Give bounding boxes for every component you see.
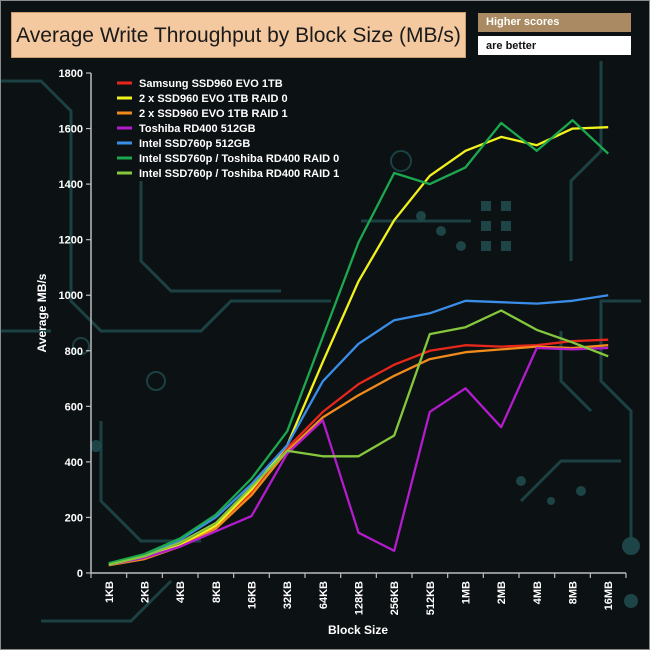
x-tick-label: 4KB	[175, 581, 187, 603]
x-tick-label: 512KB	[425, 581, 437, 615]
series-line-7	[108, 309, 609, 566]
series-lines	[108, 119, 609, 567]
legend-label: 2 x SSD960 EVO 1TB RAID 1	[139, 108, 288, 120]
x-axis-label: Block Size	[328, 623, 388, 637]
y-tick-label: 1000	[59, 290, 83, 302]
chart-title: Average Write Throughput by Block Size (…	[16, 24, 461, 47]
y-tick-label: 1600	[59, 124, 83, 136]
x-tick-label: 256KB	[389, 581, 401, 615]
y-tick-label: 600	[65, 401, 83, 413]
y-tick-label: 0	[77, 568, 83, 580]
series-line-6	[108, 119, 609, 565]
legend-label: Samsung SSD960 EVO 1TB	[139, 78, 283, 90]
legend-label: Intel SSD760p / Toshiba RD400 RAID 0	[139, 153, 339, 165]
y-tick-label: 1800	[59, 68, 83, 80]
x-tick-label: 64KB	[318, 581, 330, 609]
chart-axes	[90, 73, 626, 574]
y-axis-ticks: 0 200 400 600 800 1000 1200 1400 1600 1800	[59, 68, 91, 580]
legend-label: 2 x SSD960 EVO 1TB RAID 0	[139, 93, 288, 105]
y-axis-label: Average MB/s	[35, 273, 49, 352]
x-tick-label: 4MB	[532, 581, 544, 604]
y-tick-label: 1400	[59, 179, 83, 191]
series-line-4	[108, 346, 609, 566]
x-tick-label: 1MB	[461, 581, 473, 604]
x-tick-label: 16MB	[603, 581, 615, 610]
x-tick-label: 1KB	[104, 581, 116, 603]
y-tick-label: 1200	[59, 235, 83, 247]
x-tick-label: 128KB	[354, 581, 366, 615]
x-tick-label: 8MB	[568, 581, 580, 604]
higher-scores-note: Higher scores	[478, 13, 631, 32]
legend-label: Intel SSD760p / Toshiba RD400 RAID 1	[139, 168, 339, 180]
chart-title-box: Average Write Throughput by Block Size (…	[11, 12, 466, 58]
legend-label: Toshiba RD400 512GB	[139, 123, 256, 135]
legend-label: Intel SSD760p 512GB	[139, 138, 250, 150]
are-better-note: are better	[478, 36, 631, 55]
x-tick-label: 2MB	[496, 581, 508, 604]
x-tick-label: 2KB	[140, 581, 152, 603]
x-axis-ticks: 1KB 2KB 4KB 8KB 16KB 32KB 64KB 128KB 256KB 512KB 1…	[90, 573, 627, 615]
x-tick-label: 8KB	[211, 581, 223, 603]
x-tick-label: 32KB	[282, 581, 294, 609]
x-tick-label: 16KB	[247, 581, 259, 609]
series-line-5	[108, 294, 609, 565]
y-tick-label: 200	[65, 512, 83, 524]
y-tick-label: 400	[65, 457, 83, 469]
legend: Samsung SSD960 EVO 1TB 2 x SSD960 EVO 1TB…	[117, 78, 339, 180]
y-tick-label: 800	[65, 346, 83, 358]
